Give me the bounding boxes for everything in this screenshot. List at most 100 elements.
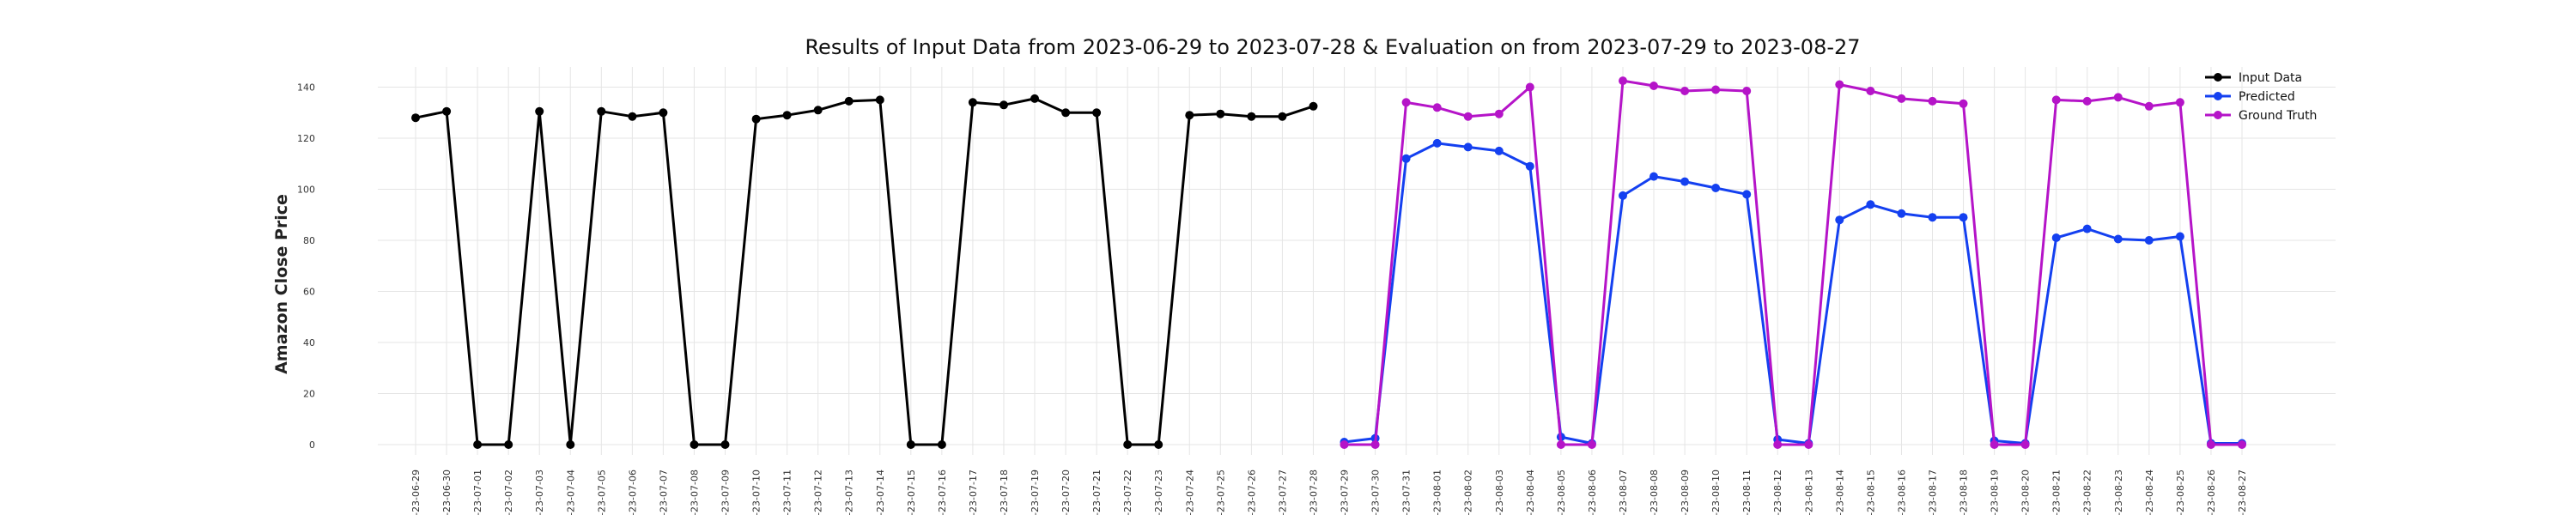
x-tick-label: -23-08-25 [2175, 470, 2186, 515]
ground-truth-point [1494, 109, 1504, 118]
ground-truth-point [1401, 98, 1411, 107]
input-data-point [473, 440, 483, 449]
predicted-point [1680, 177, 1690, 186]
input-data-point [875, 95, 884, 105]
y-tick-label: 120 [297, 133, 315, 144]
x-tick-label: -23-07-13 [844, 470, 855, 515]
x-tick-label: -23-07-27 [1277, 470, 1288, 515]
x-tick-label: -23-07-08 [689, 470, 700, 515]
predicted-point [2082, 224, 2092, 233]
x-tick-label: -23-07-25 [1215, 470, 1226, 515]
x-tick-label: -23-07-06 [627, 470, 638, 515]
input-data-line [415, 97, 1314, 446]
x-tick-label: -23-07-30 [1370, 470, 1382, 515]
series-layer [411, 76, 2246, 449]
predicted-point [2051, 233, 2061, 242]
x-tick-label: -23-08-21 [2051, 470, 2063, 515]
predicted-point [1928, 213, 1937, 222]
x-tick-label: -23-08-19 [1990, 470, 2001, 515]
predicted-point [1525, 161, 1534, 171]
ground-truth-point [1649, 82, 1658, 90]
x-tick-label: -23-08-10 [1710, 470, 1722, 515]
ground-truth-point [1928, 96, 1937, 106]
input-data-point [937, 440, 946, 449]
x-tick-label: -23-08-02 [1463, 470, 1474, 515]
x-tick-label: -23-07-28 [1308, 470, 1319, 515]
input-data-point [1092, 108, 1102, 118]
x-tick-label: -23-08-07 [1618, 470, 1629, 515]
x-tick-label: -23-08-16 [1896, 470, 1907, 515]
x-tick-label: -23-08-22 [2082, 470, 2093, 515]
y-tick-label: 80 [303, 235, 315, 246]
x-tick-label: -23-08-05 [1556, 470, 1567, 515]
y-axis-ticks: 0 20 40 60 80 100 120 140 [297, 82, 315, 451]
x-tick-label: -23-07-11 [782, 470, 793, 515]
ground-truth-point [1959, 99, 1968, 108]
input-data-point [999, 100, 1008, 110]
y-tick-label: 40 [303, 337, 315, 348]
input-data-point [1061, 108, 1071, 118]
input-data-point [813, 106, 823, 115]
predicted-point [1897, 209, 1906, 218]
ground-truth-point [1711, 85, 1721, 94]
x-tick-label: -23-08-18 [1959, 470, 1970, 515]
input-data-point [1123, 440, 1133, 449]
input-data-point [411, 113, 420, 123]
input-data-point [566, 440, 575, 449]
x-tick-label: -23-07-22 [1122, 470, 1133, 515]
predicted-point [1742, 190, 1752, 199]
ground-truth-point [1990, 440, 1999, 449]
input-data-point [782, 111, 792, 120]
predicted-point [1711, 184, 1721, 192]
y-axis-label: Amazon Close Price [272, 194, 291, 374]
input-data-point [535, 106, 544, 116]
x-tick-label: -23-08-03 [1494, 470, 1505, 515]
ground-truth-point [2206, 440, 2215, 449]
x-tick-label: -23-07-10 [751, 470, 762, 515]
x-tick-label: -23-07-24 [1184, 470, 1195, 515]
predicted-point [2175, 232, 2184, 241]
x-tick-label: -23-07-12 [813, 470, 824, 515]
ground-truth-point [1866, 87, 1875, 95]
input-data-point [659, 108, 668, 118]
x-tick-label: -23-07-09 [720, 470, 732, 515]
x-tick-label: -23-07-03 [534, 470, 545, 515]
x-tick-label: -23-07-18 [999, 470, 1010, 515]
x-tick-label: -23-08-01 [1432, 470, 1443, 515]
x-tick-label: -23-08-11 [1741, 470, 1753, 515]
input-data-point [1185, 111, 1194, 120]
input-data-point [690, 440, 699, 449]
x-tick-label: -23-08-04 [1525, 470, 1536, 515]
legend: Input Data Predicted Ground Truth [2205, 71, 2317, 123]
input-data-point [628, 112, 637, 121]
predicted-point [1649, 172, 1658, 181]
ground-truth-point [1680, 87, 1690, 95]
x-tick-label: -23-08-24 [2144, 470, 2155, 515]
legend-marker-predicted [2214, 92, 2222, 100]
ground-truth-point [1432, 103, 1442, 112]
ground-truth-point [1556, 440, 1565, 449]
input-data-point [597, 106, 606, 116]
x-tick-label: -23-07-26 [1246, 470, 1257, 515]
ground-truth-point [2238, 440, 2246, 449]
y-tick-label: 60 [303, 287, 315, 298]
y-tick-label: 0 [309, 439, 315, 451]
x-tick-label: -23-07-14 [875, 470, 886, 515]
x-tick-label: -23-07-23 [1153, 470, 1164, 515]
ground-truth-point [2144, 101, 2154, 111]
x-tick-label: -23-08-20 [2020, 470, 2032, 515]
y-tick-label: 100 [297, 185, 315, 196]
ground-truth-point [1587, 440, 1596, 449]
predicted-line [1344, 142, 2242, 445]
predicted-point [1494, 146, 1504, 155]
x-tick-label: -23-07-15 [906, 470, 917, 515]
x-tick-label: -23-07-05 [596, 470, 607, 515]
y-tick-label: 20 [303, 389, 315, 400]
input-data-point [1030, 94, 1039, 103]
x-tick-label: -23-07-16 [937, 470, 948, 515]
input-data-point [968, 98, 977, 107]
x-tick-label: -23-07-29 [1340, 470, 1351, 515]
y-tick-label: 140 [297, 82, 315, 94]
legend-label-ground-truth: Ground Truth [2239, 109, 2317, 123]
